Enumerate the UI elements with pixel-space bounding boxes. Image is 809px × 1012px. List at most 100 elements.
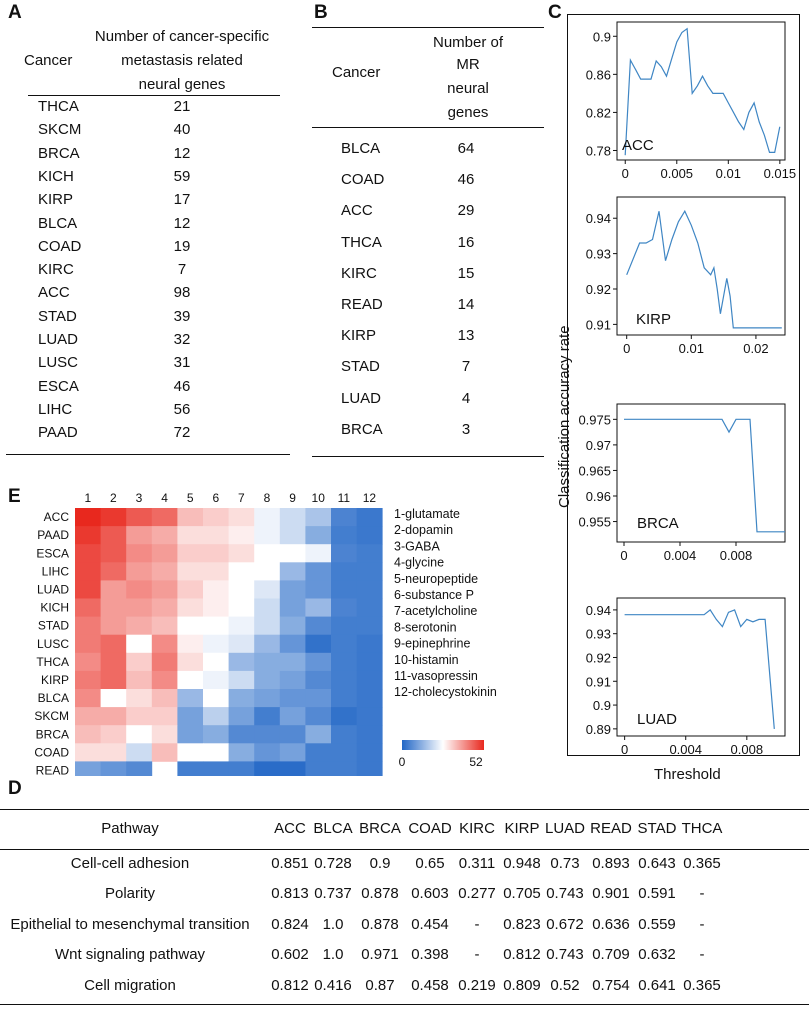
heatmap-cell: [331, 562, 357, 581]
y-tick-label: 0.93: [586, 247, 611, 262]
heatmap-cell: [126, 616, 153, 636]
colorbar-min-label: 0: [399, 755, 406, 769]
table-d-header-cell: KIRC: [459, 820, 495, 837]
panel-c-frame: [567, 14, 800, 756]
heatmap-cell: [203, 725, 229, 744]
heatmap-cell: [151, 670, 178, 690]
table-d-value-cell: -: [699, 915, 705, 933]
table-d-bottom-rule: [0, 1004, 809, 1005]
heatmap-legend-item: 8-serotonin: [394, 620, 457, 634]
heatmap-cell: [228, 580, 255, 599]
table-d-value-cell: 1.0: [322, 946, 344, 964]
series-line: [624, 27, 781, 156]
table-d-value-cell: 0.87: [365, 976, 395, 994]
heatmap-cell: [126, 743, 153, 762]
heatmap-cell: [228, 652, 255, 672]
heatmap-cell: [279, 652, 306, 672]
table-d-value-cell: 0.416: [314, 976, 352, 994]
table-d-value-cell: -: [474, 915, 480, 933]
y-tick-label: 0.975: [578, 412, 611, 427]
heatmap-legend-item: 10-histamin: [394, 653, 459, 667]
y-tick-label: 0.9: [593, 698, 611, 713]
heatmap-cell: [203, 616, 229, 636]
heatmap-cell: [203, 743, 229, 762]
heatmap-cell: [305, 652, 332, 672]
plot-frame: [616, 597, 786, 737]
table-d-value-cell: 0.219: [458, 976, 496, 994]
table-b-cell-count: 64: [457, 140, 475, 157]
heatmap-cell: [279, 580, 306, 599]
heatmap-cell: [279, 670, 306, 690]
heatmap-cell: [228, 544, 255, 563]
table-d-value-cell: 0.971: [361, 946, 399, 964]
y-tick-label: 0.9: [593, 29, 611, 44]
colorbar: [402, 740, 484, 750]
heatmap-col-label: 11: [338, 491, 351, 505]
plot-frame: [616, 403, 786, 543]
heatmap-cell: [331, 652, 357, 672]
heatmap-cell: [356, 652, 383, 672]
x-tick-label: 0: [620, 548, 627, 563]
heatmap-cell: [203, 707, 229, 726]
heatmap-cell: [228, 761, 255, 776]
heatmap-cell: [331, 598, 357, 617]
table-d-header-cell: KIRP: [504, 820, 540, 837]
heatmap-cell: [203, 580, 229, 599]
heatmap-cell: [254, 634, 281, 654]
table-a-cell-cancer: LUAD: [38, 331, 79, 348]
table-d-header-cell: BRCA: [359, 820, 401, 837]
heatmap-cell: [100, 580, 127, 599]
heatmap-cell: [254, 562, 281, 581]
heatmap-row-label: ACC: [44, 510, 70, 524]
heatmap-legend-item: 6-substance P: [394, 588, 474, 602]
table-d-header-cell: STAD: [637, 820, 677, 837]
heatmap-cell: [356, 526, 383, 545]
heatmap-cell: [75, 652, 101, 672]
table-b-cell-count: 3: [461, 420, 471, 438]
y-tick-label: 0.92: [586, 282, 611, 297]
heatmap-legend-item: 9-epinephrine: [394, 637, 470, 651]
x-tick-label: 0.004: [664, 548, 697, 563]
heatmap-cell: [100, 652, 127, 672]
table-d-value-cell: 0.641: [638, 976, 676, 994]
heatmap-cell: [228, 707, 255, 726]
line-chart-acc: 0.9 0.86 0.82 0.78 0 0.005 0.01 0.015 ACC: [586, 21, 796, 181]
table-a-cell-cancer: BLCA: [38, 214, 78, 232]
heatmap-cell: [254, 580, 281, 599]
x-tick-label: 0.02: [743, 341, 768, 356]
table-b-header-count: MR: [456, 56, 480, 73]
table-d-value-cell: 0.73: [550, 855, 580, 872]
table-d-value-cell: 0.365: [683, 855, 721, 872]
table-d-header-cell: Pathway: [101, 820, 159, 837]
heatmap-row-label: KICH: [40, 601, 69, 615]
table-d-pathway-cell: Polarity: [104, 885, 156, 903]
heatmap-cell: [356, 743, 383, 762]
table-a-cell-cancer: STAD: [38, 307, 77, 325]
heatmap-cell: [356, 598, 383, 617]
table-d-value-cell: 0.65: [415, 855, 445, 872]
heatmap-cell: [279, 616, 306, 636]
heatmap-cell: [331, 670, 357, 690]
y-tick-label: 0.97: [586, 438, 611, 453]
table-a-cell-cancer: COAD: [38, 237, 82, 255]
heatmap-cell: [305, 616, 332, 636]
table-d-value-cell: 0.591: [638, 885, 676, 903]
table-a-cell-cancer: BRCA: [38, 144, 80, 162]
heatmap-cell: [100, 761, 127, 776]
heatmap-legend-item: 1-glutamate: [394, 507, 460, 521]
heatmap-cell: [151, 580, 178, 599]
table-b-header-count: Number of: [432, 34, 504, 51]
plot-frame: [616, 21, 786, 161]
heatmap-col-label: 3: [136, 491, 143, 505]
heatmap-cell: [177, 670, 204, 690]
table-d-value-cell: 0.709: [592, 946, 630, 964]
table-b-cell-cancer: ACC: [341, 202, 373, 220]
heatmap-cell: [75, 616, 101, 636]
heatmap-row-label: BRCA: [36, 727, 69, 741]
heatmap-legend-item: 12-cholecystokinin: [394, 685, 497, 699]
heatmap-cell: [305, 634, 332, 654]
heatmap-col-label: 8: [264, 491, 271, 505]
heatmap-cell: [279, 544, 306, 563]
y-tick-label: 0.91: [586, 317, 611, 332]
table-d-value-cell: 0.559: [638, 915, 676, 933]
